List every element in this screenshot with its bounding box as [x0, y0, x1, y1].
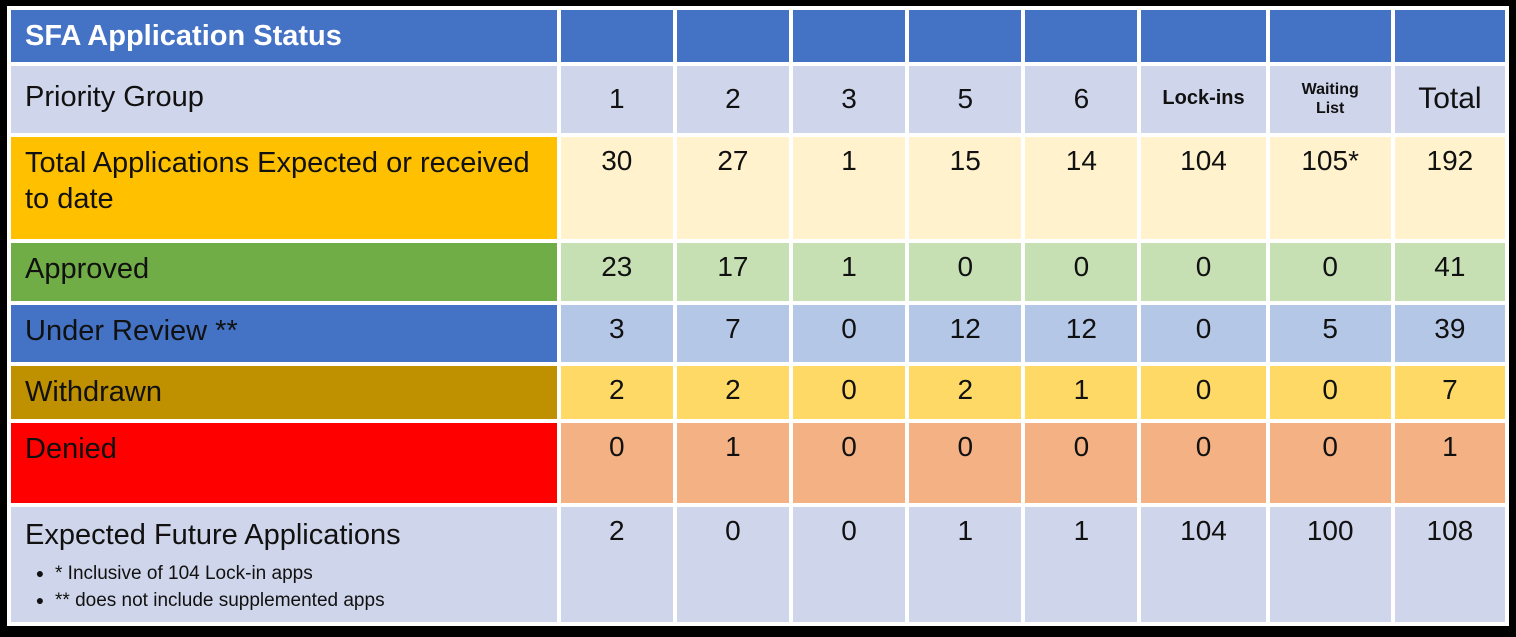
bullet-icon: ●: [35, 592, 45, 609]
row-label-denied: Denied: [11, 422, 557, 504]
value-cell: 108: [1394, 507, 1505, 622]
value-cell: 39: [1394, 305, 1505, 362]
value-cell: 0: [1025, 243, 1138, 302]
value-cell: 2: [676, 365, 790, 419]
value-cell: 100: [1269, 507, 1391, 622]
value-cell: 2: [560, 365, 673, 419]
title-row: SFA Application Status: [11, 10, 1505, 63]
value-cell: 0: [793, 422, 906, 504]
value-cell: 23: [560, 243, 673, 302]
priority-group-header-row: Priority Group 1 2 3 5 6 Lock-ins Waitin…: [11, 66, 1505, 133]
row-label-under-review: Under Review **: [11, 305, 557, 362]
value-cell: 0: [1141, 305, 1266, 362]
column-header-lock-ins: Lock-ins: [1141, 66, 1266, 133]
title-spacer-cell: [676, 10, 790, 63]
row-expected-future: Expected Future Applications ● * Inclusi…: [11, 507, 1505, 622]
value-cell: 104: [1141, 507, 1266, 622]
value-cell: 30: [560, 136, 673, 240]
value-cell: 192: [1394, 136, 1505, 240]
column-header-pg2: 2: [676, 66, 790, 133]
value-cell: 27: [676, 136, 790, 240]
title-spacer-cell: [793, 10, 906, 63]
column-header-pg5: 5: [909, 66, 1022, 133]
title-spacer-cell: [909, 10, 1022, 63]
value-cell: 0: [793, 507, 906, 622]
value-cell: 1: [793, 243, 906, 302]
value-cell: 1: [1394, 422, 1505, 504]
value-cell: 105*: [1269, 136, 1391, 240]
value-cell: 0: [1141, 243, 1266, 302]
value-cell: 0: [1269, 365, 1391, 419]
title-spacer-cell: [1269, 10, 1391, 63]
value-cell: 0: [909, 422, 1022, 504]
value-cell: 5: [1269, 305, 1391, 362]
value-cell: 12: [1025, 305, 1138, 362]
row-withdrawn: Withdrawn 2 2 0 2 1 0 0 7: [11, 365, 1505, 419]
value-cell: 2: [909, 365, 1022, 419]
value-cell: 1: [793, 136, 906, 240]
column-header-waiting-list: Waiting List: [1269, 66, 1391, 133]
value-cell: 7: [1394, 365, 1505, 419]
row-label-withdrawn: Withdrawn: [11, 365, 557, 419]
row-label-expected-future: Expected Future Applications ● * Inclusi…: [11, 507, 557, 622]
value-cell: 41: [1394, 243, 1505, 302]
expected-future-heading: Expected Future Applications: [25, 519, 401, 552]
title-spacer-cell: [560, 10, 673, 63]
value-cell: 17: [676, 243, 790, 302]
sfa-status-table: SFA Application Status Priority Group 1 …: [7, 6, 1509, 626]
footnote-list: ● * Inclusive of 104 Lock-in apps ● ** d…: [25, 560, 547, 615]
value-cell: 0: [1269, 243, 1391, 302]
value-cell: 0: [676, 507, 790, 622]
table-title: SFA Application Status: [11, 10, 557, 63]
row-label-approved: Approved: [11, 243, 557, 302]
priority-group-label: Priority Group: [11, 66, 557, 133]
value-cell: 12: [909, 305, 1022, 362]
row-denied: Denied 0 1 0 0 0 0 0 1: [11, 422, 1505, 504]
row-total-applications: Total Applications Expected or received …: [11, 136, 1505, 240]
footnote-lock-in: ● * Inclusive of 104 Lock-in apps: [25, 560, 547, 588]
column-header-pg6: 6: [1025, 66, 1138, 133]
row-approved: Approved 23 17 1 0 0 0 0 41: [11, 243, 1505, 302]
value-cell: 0: [1269, 422, 1391, 504]
value-cell: 0: [909, 243, 1022, 302]
column-header-total: Total: [1394, 66, 1505, 133]
footnote-text: * Inclusive of 104 Lock-in apps: [55, 562, 313, 584]
column-header-waiting-list-text: Waiting List: [1301, 80, 1359, 117]
value-cell: 0: [1141, 422, 1266, 504]
value-cell: 3: [560, 305, 673, 362]
value-cell: 0: [1141, 365, 1266, 419]
value-cell: 1: [676, 422, 790, 504]
column-header-pg1: 1: [560, 66, 673, 133]
row-label-total-applications: Total Applications Expected or received …: [11, 136, 557, 240]
row-under-review: Under Review ** 3 7 0 12 12 0 5 39: [11, 305, 1505, 362]
value-cell: 1: [1025, 365, 1138, 419]
bullet-icon: ●: [35, 564, 45, 581]
value-cell: 0: [793, 305, 906, 362]
title-spacer-cell: [1141, 10, 1266, 63]
value-cell: 14: [1025, 136, 1138, 240]
value-cell: 0: [793, 365, 906, 419]
title-spacer-cell: [1394, 10, 1505, 63]
footnote-text: ** does not include supplemented apps: [55, 590, 385, 612]
value-cell: 1: [909, 507, 1022, 622]
value-cell: 1: [1025, 507, 1138, 622]
value-cell: 15: [909, 136, 1022, 240]
value-cell: 7: [676, 305, 790, 362]
value-cell: 2: [560, 507, 673, 622]
title-spacer-cell: [1025, 10, 1138, 63]
value-cell: 104: [1141, 136, 1266, 240]
column-header-pg3: 3: [793, 66, 906, 133]
footnote-supplemented: ● ** does not include supplemented apps: [25, 587, 547, 615]
value-cell: 0: [1025, 422, 1138, 504]
value-cell: 0: [560, 422, 673, 504]
